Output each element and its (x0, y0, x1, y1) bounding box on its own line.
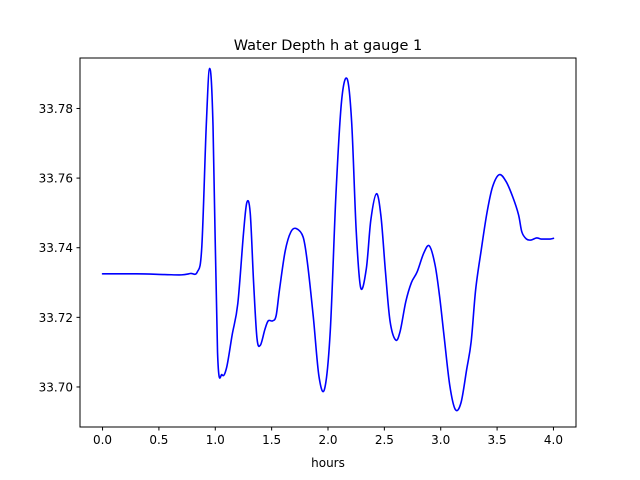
y-tick-label: 33.74 (39, 241, 73, 255)
x-tick-label: 0.5 (149, 433, 168, 447)
x-tick-label: 0.0 (93, 433, 112, 447)
x-tick-label: 1.0 (206, 433, 225, 447)
x-tick-label: 4.0 (544, 433, 563, 447)
series-line (101, 67, 555, 412)
x-tick-label: 2.5 (375, 433, 394, 447)
y-axis: 33.70 33.72 33.74 33.76 33.78 (39, 102, 80, 394)
x-tick-label: 3.5 (488, 433, 507, 447)
chart-title: Water Depth h at gauge 1 (234, 38, 422, 54)
x-axis: 0.0 0.5 1.0 1.5 2.0 2.5 3.0 3.5 4.0 (93, 427, 563, 447)
y-tick-label: 33.76 (39, 172, 73, 186)
x-tick-label: 1.5 (262, 433, 281, 447)
x-tick-label: 3.0 (431, 433, 450, 447)
plot-content (101, 67, 555, 412)
x-tick-label: 2.0 (318, 433, 337, 447)
y-tick-label: 33.72 (39, 311, 73, 325)
x-axis-label: hours (311, 456, 345, 470)
y-tick-label: 33.70 (39, 380, 73, 394)
y-tick-label: 33.78 (39, 102, 73, 116)
